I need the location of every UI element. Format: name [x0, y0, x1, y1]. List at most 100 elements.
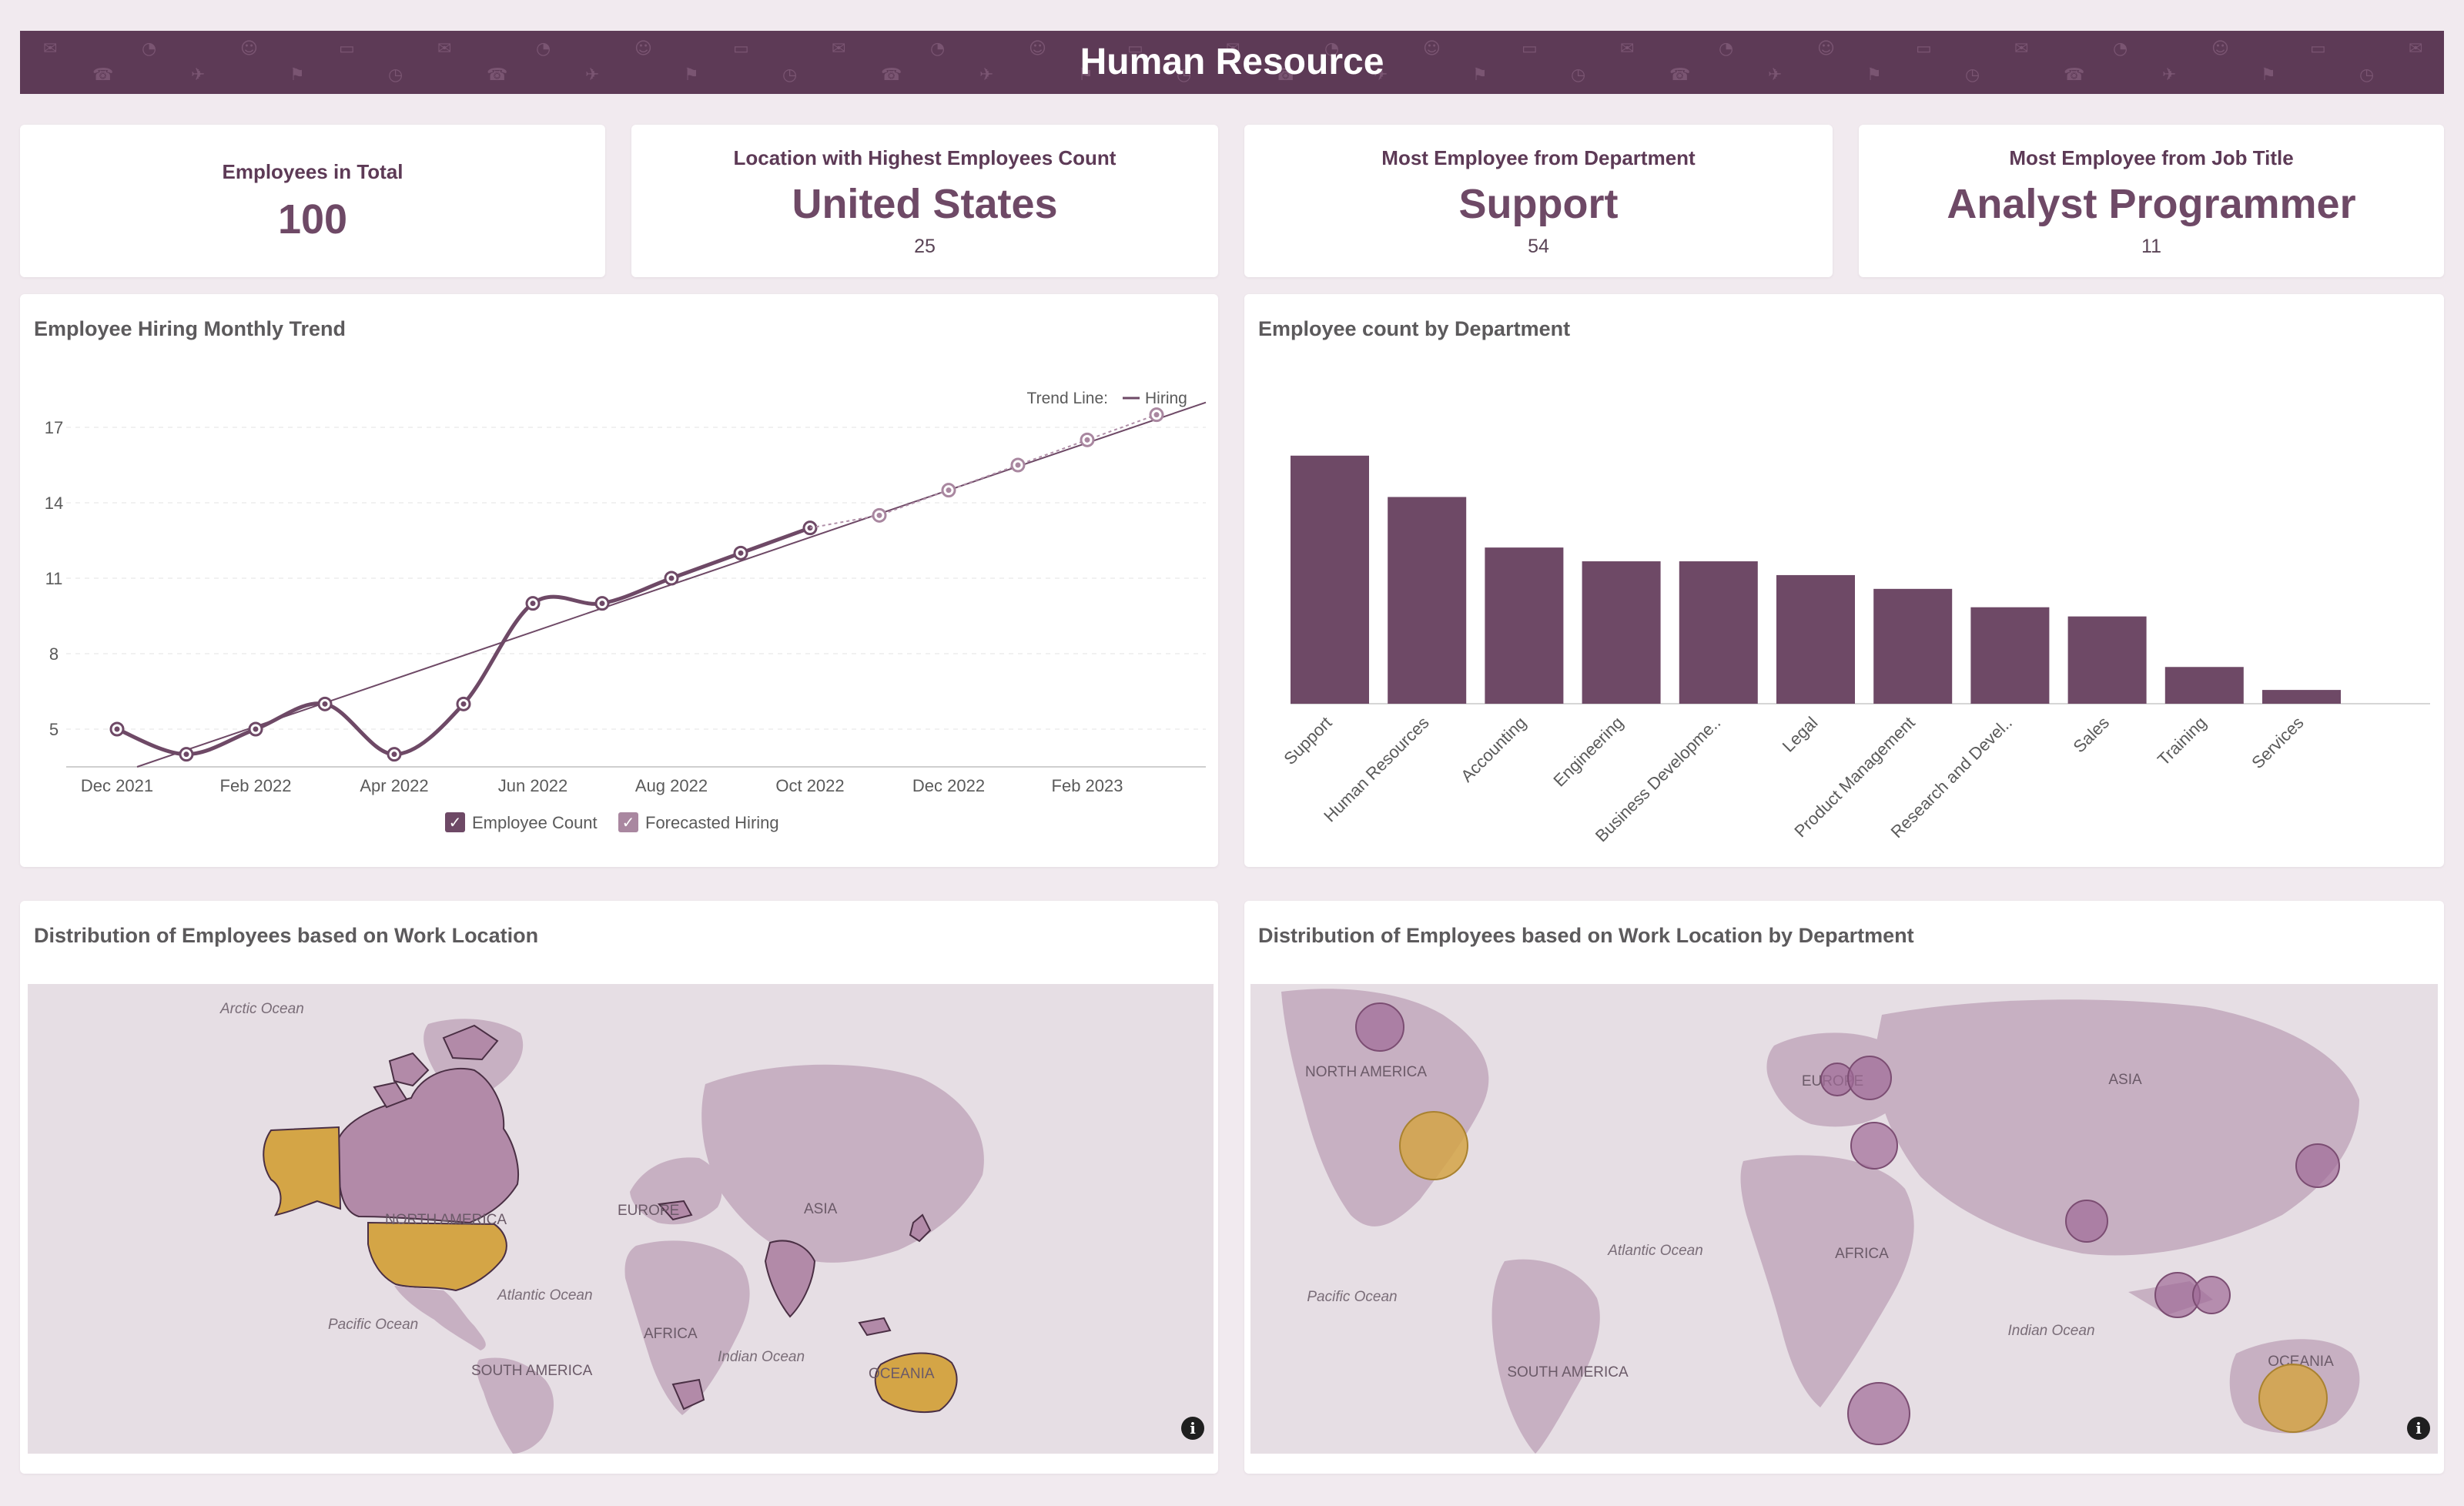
banner-pattern-icon: ☎	[1275, 65, 1296, 85]
map-label-pacific-ocean: Pacific Ocean	[328, 1317, 418, 1333]
legend-forecasted-hiring-label: Forecasted Hiring	[645, 813, 779, 832]
map2-label-pacific-ocean: Pacific Ocean	[1307, 1289, 1397, 1305]
bubble-southeast-asia-2[interactable]	[2192, 1276, 2231, 1314]
banner-pattern-icon: ⚑	[290, 65, 305, 85]
banner-pattern-icon: ◷	[1571, 65, 1585, 85]
banner-pattern-icon: ☺	[1029, 39, 1046, 59]
kpi-location-value: United States	[792, 181, 1058, 227]
bubble-middle-east[interactable]	[1850, 1122, 1898, 1170]
legend-forecasted-hiring[interactable]: ✓ Forecasted Hiring	[618, 812, 779, 832]
kpi-card-location: Location with Highest Employees Count Un…	[631, 125, 1218, 277]
bubble-australia[interactable]	[2258, 1364, 2328, 1433]
department-category-label: Legal	[1779, 713, 1822, 756]
department-bar[interactable]	[2262, 690, 2341, 704]
employee-count-point-core	[114, 726, 120, 732]
y-tick-label: 5	[49, 720, 59, 739]
department-bar[interactable]	[1679, 561, 1758, 704]
kpi-department-value: Support	[1458, 181, 1619, 227]
trend-line-label: Trend Line:	[1027, 390, 1108, 407]
legend-employee-count[interactable]: ✓ Employee Count	[445, 812, 598, 832]
world-map-location[interactable]: Arctic Ocean NORTH AMERICA EUROPE ASIA A…	[28, 984, 1214, 1454]
banner-pattern-icon: ✉	[437, 39, 451, 59]
world-map-department[interactable]: NORTH AMERICA EUROPE ASIA AFRICA Atlanti…	[1250, 984, 2438, 1454]
map-location-info-icon[interactable]: i	[1181, 1417, 1204, 1440]
header-banner: ✉ ☎ ◔ ✈ ☺ ⚑ ▭ ◷ ✉ ☎ ◔ ✈ ☺ ⚑ ▭ ◷ ✉ ☎ ◔ ✈ ☺ ⚑ ▭ ◷ ✉ ☎ ◔ ✈ ☺ ⚑ ▭ ◷ ✉ ☎ ◔ ✈ ☺ ⚑ ▭ ◷…	[20, 31, 2444, 94]
banner-pattern-icon: ✉	[1226, 39, 1240, 59]
banner-pattern-icon: ☎	[1669, 65, 1690, 85]
department-category-label: Accounting	[1457, 713, 1530, 786]
map2-label-asia: ASIA	[2108, 1072, 2142, 1088]
banner-pattern-icon: ✉	[43, 39, 57, 59]
map-label-europe: EUROPE	[618, 1203, 679, 1219]
banner-pattern-icon: ◔	[536, 39, 551, 59]
banner-pattern-icon: ◔	[1719, 39, 1733, 59]
forecast-point-core	[946, 487, 952, 494]
banner-pattern-icon: ✉	[2409, 39, 2422, 59]
department-bar[interactable]	[1970, 607, 2050, 704]
x-tick-label: Jun 2022	[498, 776, 568, 795]
department-category-label: Human Resources	[1320, 713, 1433, 826]
department-category-label: Training	[2154, 713, 2210, 769]
map-department-title: Distribution of Employees based on Work …	[1258, 924, 1914, 947]
banner-pattern-icon: ◷	[782, 65, 797, 85]
x-tick-label: Feb 2022	[220, 776, 292, 795]
banner-pattern-icon: ☺	[1817, 39, 1835, 59]
banner-pattern-icon: ▭	[339, 39, 355, 59]
department-bar[interactable]	[1388, 497, 1467, 704]
forecast-point-core	[1015, 462, 1021, 468]
banner-pattern-icon: ⚑	[684, 65, 699, 85]
bubble-india[interactable]	[2065, 1200, 2108, 1243]
map-label-africa: AFRICA	[644, 1326, 698, 1342]
banner-pattern-icon: ✈	[1768, 65, 1782, 85]
banner-pattern-icon: ✈	[585, 65, 599, 85]
kpi-job-title-value: Analyst Programmer	[1947, 181, 2356, 227]
department-bar[interactable]	[1485, 547, 1564, 704]
banner-pattern-icon: ◷	[388, 65, 403, 85]
map2-label-north-america: NORTH AMERICA	[1305, 1064, 1427, 1080]
department-bar[interactable]	[1873, 588, 1953, 704]
map-location-panel: Distribution of Employees based on Work …	[20, 901, 1218, 1474]
map-label-asia: ASIA	[804, 1201, 838, 1217]
bubble-japan[interactable]	[2295, 1143, 2340, 1188]
hiring-trend-panel: Employee Hiring Monthly Trend Trend Line…	[20, 294, 1218, 867]
x-tick-label: Apr 2022	[360, 776, 428, 795]
employee-count-point-core	[668, 575, 675, 581]
banner-pattern-icon: ✈	[1374, 65, 1388, 85]
department-bar[interactable]	[2164, 667, 2244, 704]
banner-pattern-icon: ✈	[979, 65, 993, 85]
forecast-point-core	[1153, 412, 1160, 418]
banner-pattern-icon: ▭	[1522, 39, 1538, 59]
banner-pattern-icon: ▭	[2310, 39, 2326, 59]
department-bar[interactable]	[1291, 455, 1369, 704]
banner-pattern-icon: ✉	[1620, 39, 1634, 59]
employee-count-point-core	[183, 751, 189, 758]
banner-pattern-icon: ☎	[2064, 65, 2084, 85]
y-tick-label: 17	[45, 418, 63, 437]
employee-count-point-core	[460, 701, 467, 707]
x-tick-label: Dec 2022	[912, 776, 985, 795]
employee-count-point-core	[253, 726, 259, 732]
map-label-atlantic-ocean: Atlantic Ocean	[497, 1287, 593, 1304]
banner-pattern-icon: ◷	[1965, 65, 1980, 85]
map-department-info-icon[interactable]: i	[2407, 1417, 2430, 1440]
x-tick-label: Oct 2022	[775, 776, 844, 795]
map2-label-south-america: SOUTH AMERICA	[1507, 1364, 1629, 1380]
department-chart-panel: Employee count by Department Support Huma…	[1244, 294, 2444, 867]
svg-text:✓: ✓	[449, 815, 462, 832]
bubble-united-states[interactable]	[1399, 1111, 1468, 1180]
bubble-north-america-west[interactable]	[1355, 1002, 1404, 1052]
y-tick-label: 11	[45, 569, 63, 588]
banner-pattern-icon: ◔	[142, 39, 156, 59]
bubble-south-africa[interactable]	[1847, 1382, 1910, 1445]
map-label-south-america: SOUTH AMERICA	[471, 1363, 593, 1379]
x-tick-label: Feb 2023	[1052, 776, 1123, 795]
map2-label-atlantic-ocean: Atlantic Ocean	[1607, 1243, 1703, 1259]
department-bar[interactable]	[1776, 574, 1855, 704]
forecast-point-core	[876, 512, 882, 518]
kpi-card-total: Employees in Total 100	[20, 125, 605, 277]
map-label-north-america: NORTH AMERICA	[385, 1212, 507, 1228]
banner-pattern-icon: ◔	[2113, 39, 2128, 59]
department-bar[interactable]	[2067, 616, 2147, 704]
bubble-europe-east[interactable]	[1847, 1056, 1892, 1100]
department-bar[interactable]	[1582, 561, 1661, 704]
